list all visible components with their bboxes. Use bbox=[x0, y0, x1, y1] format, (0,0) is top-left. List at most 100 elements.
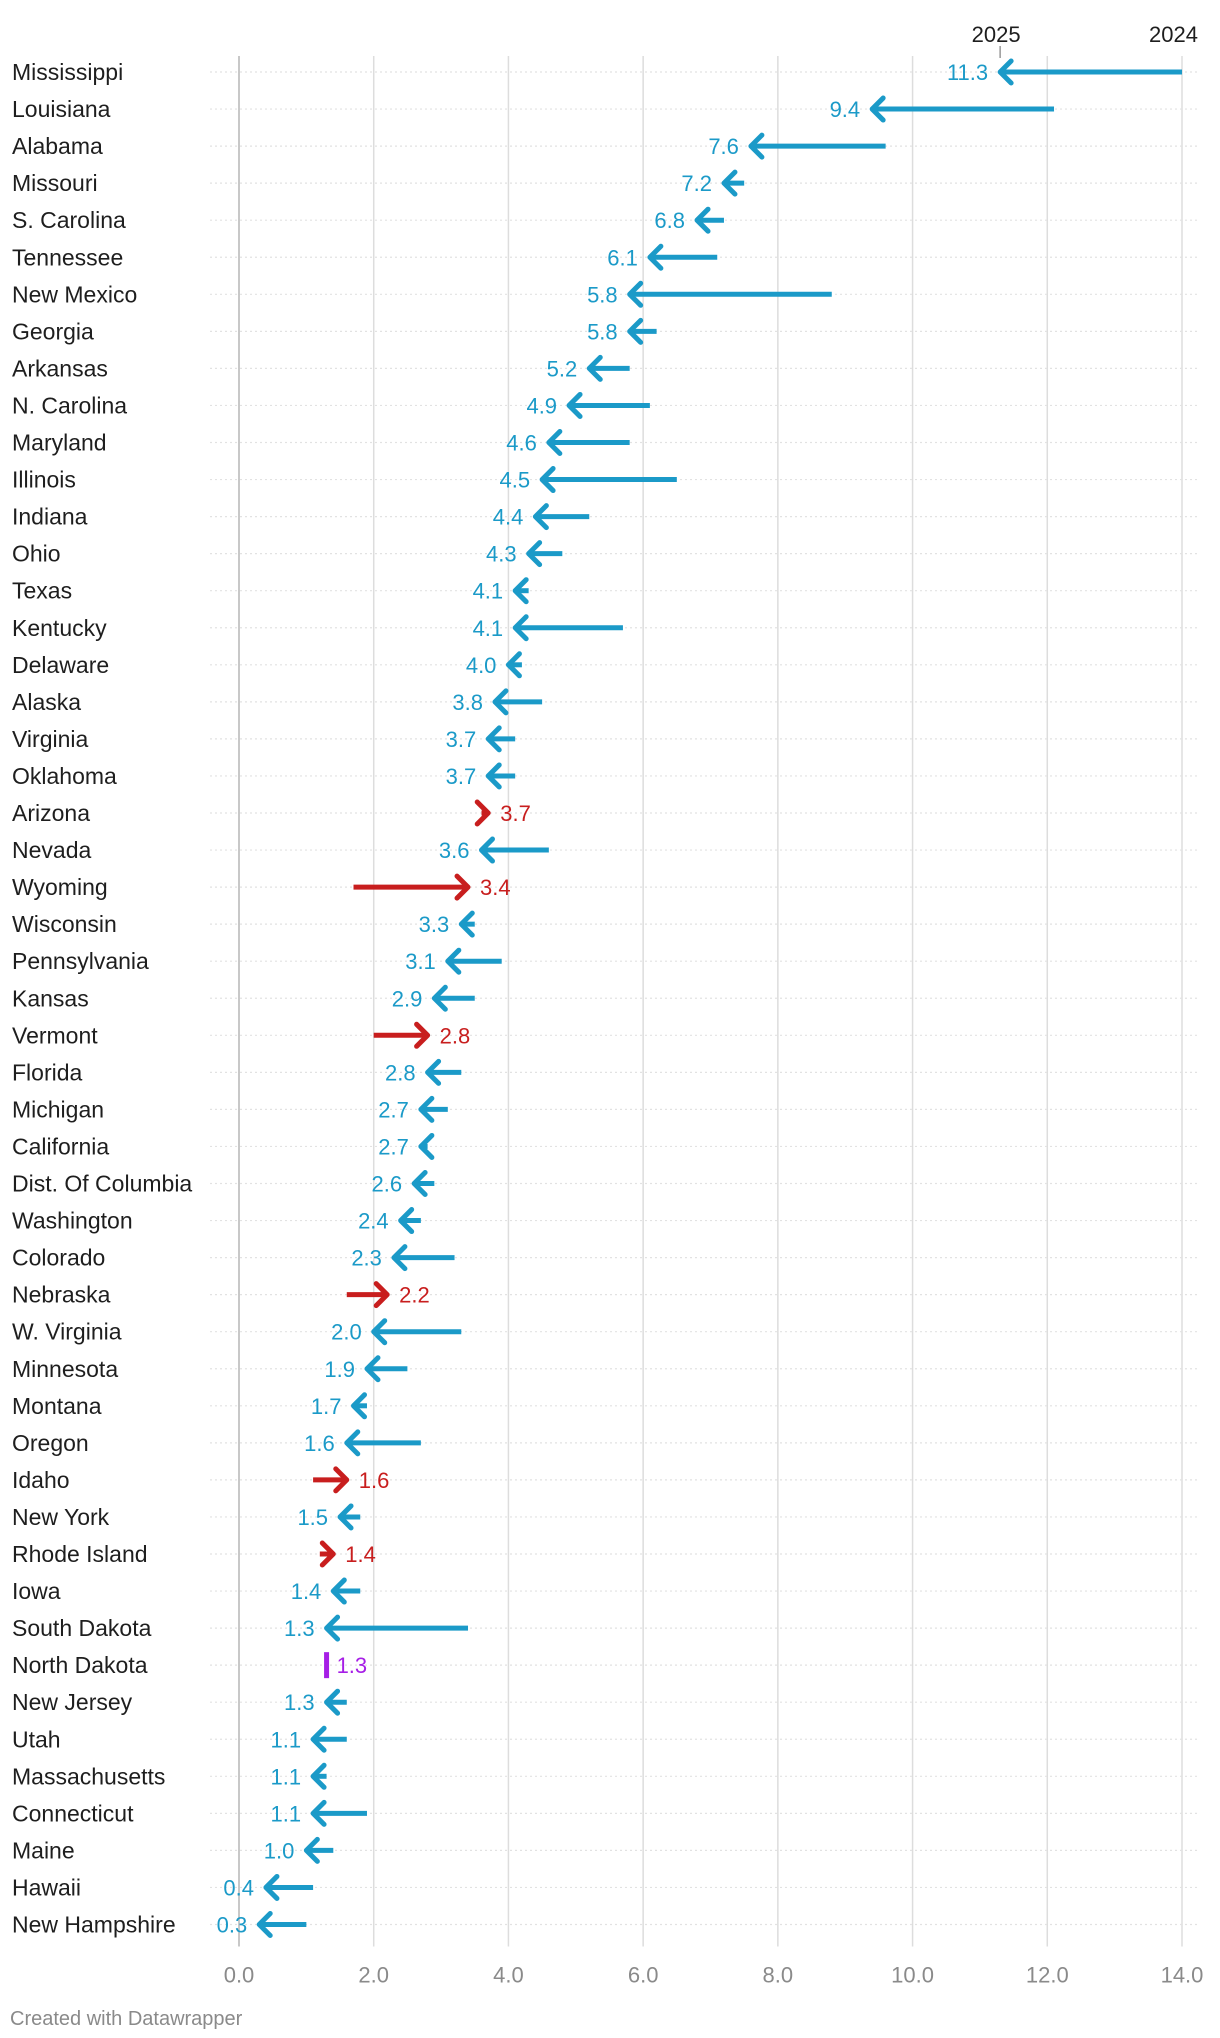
value-label: 1.6 bbox=[359, 1468, 390, 1493]
value-label: 4.1 bbox=[473, 579, 504, 604]
arrow-head bbox=[526, 540, 543, 568]
data-row: Florida 2.8 bbox=[12, 1058, 1198, 1086]
data-row: Virginia 3.7 bbox=[12, 725, 1198, 753]
data-row: Massachusetts 1.1 bbox=[12, 1762, 1198, 1790]
data-row: Idaho 1.6 bbox=[12, 1466, 1198, 1494]
value-label: 1.6 bbox=[304, 1431, 335, 1456]
data-row: S. Carolina 6.8 bbox=[12, 206, 1198, 234]
arrow-head bbox=[344, 1429, 361, 1457]
state-label: Kentucky bbox=[12, 615, 107, 641]
value-label: 1.9 bbox=[324, 1357, 355, 1382]
state-label: Connecticut bbox=[12, 1800, 134, 1826]
arrow-head bbox=[627, 317, 644, 345]
arrow-head bbox=[546, 429, 563, 456]
arrow-head bbox=[324, 1614, 341, 1642]
data-row: Missouri 7.2 bbox=[12, 169, 1198, 197]
arrow-head bbox=[474, 799, 491, 827]
state-label: Massachusetts bbox=[12, 1763, 165, 1789]
state-label: Tennessee bbox=[12, 244, 123, 270]
state-label: Arkansas bbox=[12, 355, 108, 381]
data-row: Kentucky 4.1 bbox=[12, 614, 1198, 642]
data-row: Louisiana 9.4 bbox=[12, 95, 1198, 123]
grid-lines bbox=[238, 56, 1183, 1947]
state-label: Florida bbox=[12, 1059, 83, 1085]
value-label: 3.6 bbox=[439, 838, 470, 863]
value-label: 2.7 bbox=[378, 1097, 409, 1122]
value-label: 5.8 bbox=[587, 319, 618, 344]
data-row: California 2.7 bbox=[12, 1132, 1198, 1160]
state-label: Rhode Island bbox=[12, 1541, 148, 1567]
value-label: 1.4 bbox=[291, 1579, 322, 1604]
data-row: Maryland 4.6 bbox=[12, 429, 1198, 456]
value-label: 1.3 bbox=[284, 1616, 315, 1641]
state-label: Hawaii bbox=[12, 1874, 81, 1900]
value-label: 6.1 bbox=[607, 245, 638, 270]
arrow-head bbox=[411, 1170, 428, 1197]
state-label: Michigan bbox=[12, 1096, 104, 1122]
data-row: Minnesota 1.9 bbox=[12, 1355, 1198, 1383]
arrow-head bbox=[505, 651, 522, 679]
arrow-head bbox=[647, 243, 664, 271]
value-label: 4.0 bbox=[466, 653, 497, 678]
arrow-head bbox=[425, 1058, 442, 1086]
value-label: 4.3 bbox=[486, 542, 517, 567]
data-row: Georgia 5.8 bbox=[12, 317, 1198, 345]
data-row: Alaska 3.8 bbox=[12, 688, 1198, 716]
arrow-head bbox=[478, 836, 495, 864]
value-label: 2.6 bbox=[372, 1172, 403, 1197]
arrow-head bbox=[414, 1021, 431, 1049]
state-label: Virginia bbox=[12, 726, 88, 752]
data-row: Arkansas 5.2 bbox=[12, 354, 1198, 382]
arrow-head bbox=[418, 1095, 435, 1123]
value-label: 5.2 bbox=[547, 356, 578, 381]
value-label: 1.3 bbox=[337, 1653, 368, 1678]
value-label: 1.4 bbox=[345, 1542, 376, 1567]
data-row: Maine 1.0 bbox=[12, 1836, 1198, 1864]
data-row: Utah 1.1 bbox=[12, 1725, 1198, 1753]
data-row: Dist. Of Columbia 2.6 bbox=[12, 1170, 1198, 1197]
value-label: 2.3 bbox=[351, 1246, 382, 1271]
arrow-head bbox=[485, 762, 502, 790]
x-tick-label: 0.0 bbox=[224, 1963, 255, 1988]
x-tick-label: 10.0 bbox=[891, 1963, 934, 1988]
arrow-head bbox=[418, 1132, 435, 1160]
state-label: Washington bbox=[12, 1208, 133, 1234]
data-row: Tennessee 6.1 bbox=[12, 243, 1198, 271]
value-label: 4.5 bbox=[500, 468, 531, 493]
data-row: Arizona 3.7 bbox=[12, 799, 1198, 827]
value-label: 1.0 bbox=[264, 1838, 295, 1863]
state-label: Utah bbox=[12, 1726, 61, 1752]
state-label: Vermont bbox=[12, 1022, 98, 1048]
arrow-head bbox=[454, 873, 471, 901]
value-label: 3.4 bbox=[480, 875, 511, 900]
arrow-head bbox=[310, 1725, 327, 1753]
state-label: Minnesota bbox=[12, 1356, 118, 1382]
footer-credit: Created with Datawrapper bbox=[10, 2008, 243, 2030]
data-row: Texas 4.1 bbox=[12, 577, 1198, 605]
state-label: Kansas bbox=[12, 985, 89, 1011]
value-label: 3.3 bbox=[419, 912, 450, 937]
state-label: Wyoming bbox=[12, 874, 108, 900]
state-label: Illinois bbox=[12, 467, 76, 493]
arrow-head bbox=[337, 1503, 354, 1531]
arrow-head bbox=[263, 1873, 280, 1901]
data-row: Kansas 2.9 bbox=[12, 984, 1198, 1012]
value-label: 2.7 bbox=[378, 1134, 409, 1159]
state-label: N. Carolina bbox=[12, 392, 127, 418]
x-tick-label: 2.0 bbox=[358, 1963, 389, 1988]
value-label: 4.6 bbox=[506, 431, 537, 456]
state-label: S. Carolina bbox=[12, 207, 126, 233]
arrow-head bbox=[324, 1688, 341, 1716]
value-label: 3.7 bbox=[500, 801, 531, 826]
value-label: 2.8 bbox=[440, 1023, 471, 1048]
data-row: Oregon 1.6 bbox=[12, 1429, 1198, 1457]
state-label: Iowa bbox=[12, 1578, 61, 1604]
value-label: 7.2 bbox=[681, 171, 712, 196]
arrow-head bbox=[333, 1466, 350, 1494]
state-label: Nebraska bbox=[12, 1282, 111, 1308]
arrow-head bbox=[539, 466, 556, 494]
value-label: 6.8 bbox=[654, 208, 685, 233]
data-row: Indiana 4.4 bbox=[12, 503, 1198, 531]
data-row: Pennsylvania 3.1 bbox=[12, 947, 1198, 975]
